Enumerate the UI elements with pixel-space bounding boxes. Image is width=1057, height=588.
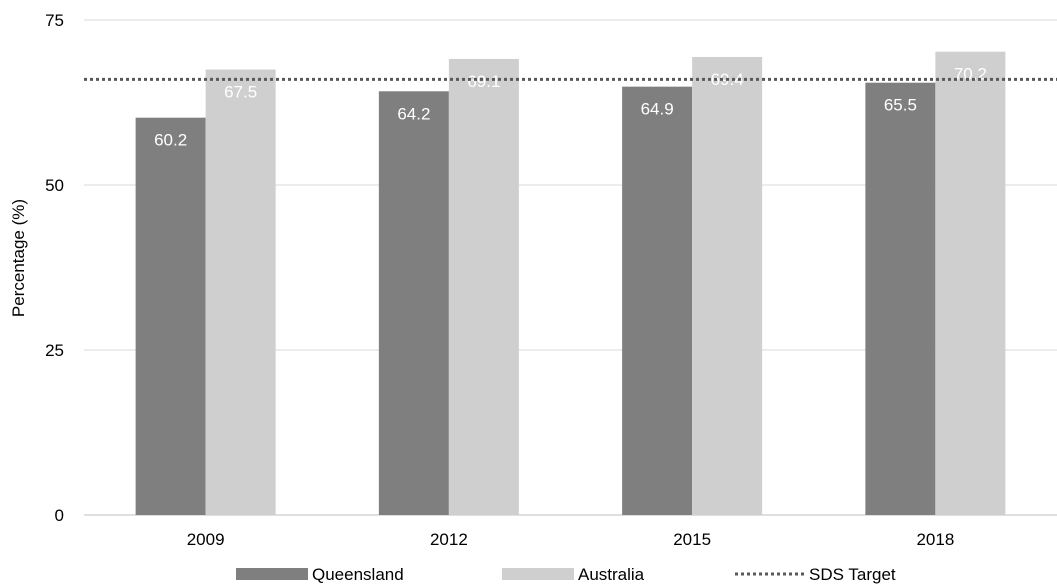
data-label: 64.9 — [641, 100, 674, 119]
y-tick-label: 0 — [55, 506, 64, 525]
data-label: 65.5 — [884, 96, 917, 115]
data-label: 64.2 — [397, 104, 430, 123]
data-label: 60.2 — [154, 131, 187, 150]
data-labels: 60.267.564.269.164.969.465.570.2 — [154, 65, 987, 150]
legend-label: Queensland — [312, 565, 404, 584]
x-tick-label: 2012 — [430, 530, 468, 549]
y-tick-label: 25 — [45, 341, 64, 360]
x-axis-ticks: 2009 2012 2015 2018 — [187, 530, 955, 549]
legend-swatch — [236, 568, 308, 580]
x-tick-label: 2018 — [916, 530, 954, 549]
y-tick-label: 50 — [45, 176, 64, 195]
data-label: 67.5 — [224, 83, 257, 102]
legend-swatch — [502, 568, 574, 580]
y-tick-label: 75 — [45, 11, 64, 30]
legend-label: Australia — [578, 565, 645, 584]
bar-australia-2009 — [205, 69, 276, 515]
data-label: 69.1 — [467, 72, 500, 91]
bar-queensland-2012 — [378, 91, 449, 515]
x-tick-label: 2015 — [673, 530, 711, 549]
bar-australia-2012 — [448, 58, 519, 515]
bar-australia-2015 — [692, 56, 763, 516]
y-axis-label: Percentage (%) — [9, 199, 28, 317]
bar-queensland-2009 — [135, 117, 206, 516]
legend: Queensland Australia SDS Target — [236, 565, 896, 584]
legend-item: Australia — [502, 565, 645, 584]
data-label: 70.2 — [954, 65, 987, 84]
legend-item: SDS Target — [735, 565, 896, 584]
x-tick-label: 2009 — [187, 530, 225, 549]
y-axis-ticks: 0 25 50 75 — [45, 11, 64, 525]
legend-label: SDS Target — [809, 565, 896, 584]
bar-australia-2018 — [935, 51, 1006, 516]
bar-queensland-2015 — [622, 86, 693, 515]
bar-queensland-2018 — [865, 82, 936, 515]
legend-item: Queensland — [236, 565, 404, 584]
bars — [135, 51, 1006, 516]
